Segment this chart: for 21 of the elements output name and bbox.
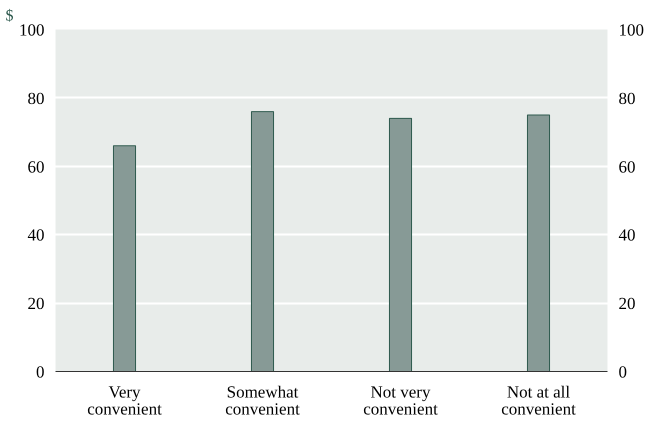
bar bbox=[388, 118, 412, 372]
y-tick-label: 40 bbox=[28, 226, 44, 245]
y-tick-label: 20 bbox=[28, 294, 44, 314]
x-tick-label: Not at all convenient bbox=[501, 382, 576, 419]
bar bbox=[526, 114, 550, 372]
y-tick-label: 80 bbox=[28, 88, 44, 108]
bar bbox=[250, 111, 274, 372]
x-tick-label: Somewhat convenient bbox=[225, 382, 300, 419]
y-axis-title: $ bbox=[6, 8, 14, 24]
bar bbox=[112, 145, 136, 372]
y-tick-label: 0 bbox=[36, 362, 44, 382]
y2-tick-label: 40 bbox=[618, 226, 636, 245]
y2-tick-label: 100 bbox=[618, 20, 644, 40]
y2-tick-label: 80 bbox=[618, 88, 636, 108]
x-tick-label: Very convenient bbox=[87, 382, 162, 419]
y2-tick-label: 0 bbox=[618, 362, 627, 382]
y-tick-label: 100 bbox=[19, 20, 44, 40]
y2-tick-label: 20 bbox=[618, 294, 636, 314]
y2-tick-label: 60 bbox=[618, 157, 636, 176]
x-tick-label: Not very convenient bbox=[363, 382, 438, 419]
y-tick-label: 60 bbox=[28, 157, 44, 176]
